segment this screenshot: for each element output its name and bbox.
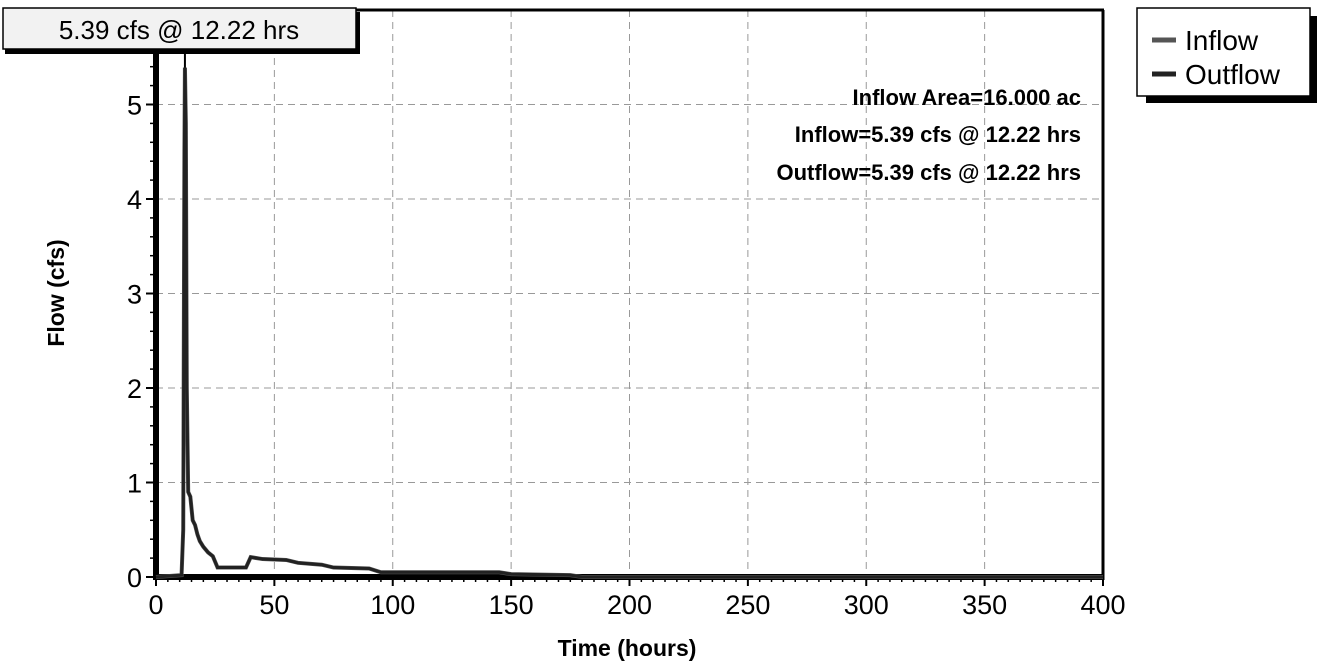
y-tick-label: 5 xyxy=(127,91,142,121)
x-tick-label: 50 xyxy=(259,590,289,620)
axis-ticks: 0 50 100 150 200 250 300 350 400 0 1 2 3 4 5 xyxy=(127,28,1126,620)
y-tick-label: 2 xyxy=(127,374,142,404)
annotation-outflow-peak: Outflow=5.39 cfs @ 12.22 hrs xyxy=(776,160,1081,185)
x-tick-label: 250 xyxy=(725,590,770,620)
series-line-outflow xyxy=(155,67,1103,579)
y-tick-label: 0 xyxy=(127,563,142,593)
legend-label-inflow: Inflow xyxy=(1185,25,1259,56)
peak-label-box: 5.39 cfs @ 12.22 hrs xyxy=(2,7,360,54)
x-tick-label: 200 xyxy=(607,590,652,620)
x-tick-label: 400 xyxy=(1080,590,1125,620)
legend-label-outflow: Outflow xyxy=(1185,59,1281,90)
y-tick-label: 1 xyxy=(127,469,142,499)
y-tick-label: 3 xyxy=(127,280,142,310)
y-axis-title: Flow (cfs) xyxy=(43,239,69,346)
annotation-inflow-peak: Inflow=5.39 cfs @ 12.22 hrs xyxy=(795,122,1081,147)
peak-label-text: 5.39 cfs @ 12.22 hrs xyxy=(59,15,299,45)
x-axis-title: Time (hours) xyxy=(558,635,697,661)
x-tick-label: 150 xyxy=(489,590,534,620)
x-tick-label: 350 xyxy=(962,590,1007,620)
legend: Inflow Outflow xyxy=(1136,7,1317,103)
x-tick-label: 300 xyxy=(844,590,889,620)
y-tick-label: 4 xyxy=(127,185,142,215)
annotation-inflow-area: Inflow Area=16.000 ac xyxy=(853,85,1081,110)
x-tick-label: 0 xyxy=(148,590,163,620)
grid-lines xyxy=(156,10,1103,577)
x-tick-label: 100 xyxy=(370,590,415,620)
